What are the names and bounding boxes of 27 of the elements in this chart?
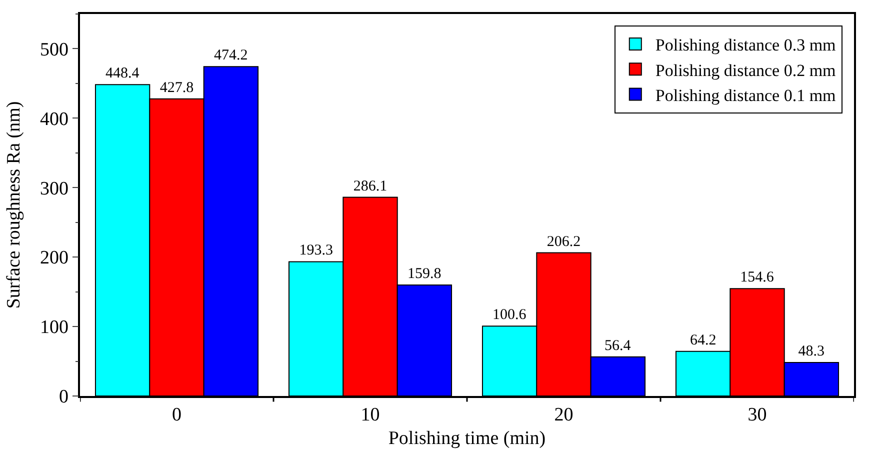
x-axis-title: Polishing time (min) (388, 428, 546, 449)
y-tick-label: 300 (40, 178, 68, 200)
y-tick-label: 0 (58, 386, 68, 408)
y-tick-label: 400 (40, 108, 68, 130)
x-tick-label: 10 (360, 404, 380, 426)
data-label: 206.2 (546, 234, 581, 250)
x-tick-label: 30 (748, 404, 767, 426)
data-label: 193.3 (299, 242, 333, 259)
legend-label: Polishing distance 0.3 mm (655, 36, 836, 55)
data-label: 48.3 (798, 343, 825, 360)
x-tick-label: 0 (172, 404, 182, 426)
legend-label: Polishing distance 0.2 mm (655, 60, 836, 80)
data-label: 159.8 (408, 266, 442, 282)
y-tick-label: 200 (40, 248, 68, 269)
data-label: 56.4 (604, 338, 632, 354)
data-label: 427.8 (160, 80, 194, 96)
data-label: 100.6 (492, 307, 527, 324)
y-axis-title: Surface roughness Ra (nm) (3, 101, 24, 309)
x-tick-label: 20 (554, 404, 574, 426)
data-label: 474.2 (214, 48, 248, 64)
data-label: 154.6 (740, 270, 774, 286)
data-label: 286.1 (353, 178, 388, 194)
data-label: 448.4 (105, 66, 140, 82)
y-tick-label: 500 (40, 39, 68, 60)
data-label: 64.2 (690, 332, 716, 348)
y-tick-label: 100 (40, 317, 68, 338)
legend-label: Polishing distance 0.1 mm (655, 86, 836, 105)
